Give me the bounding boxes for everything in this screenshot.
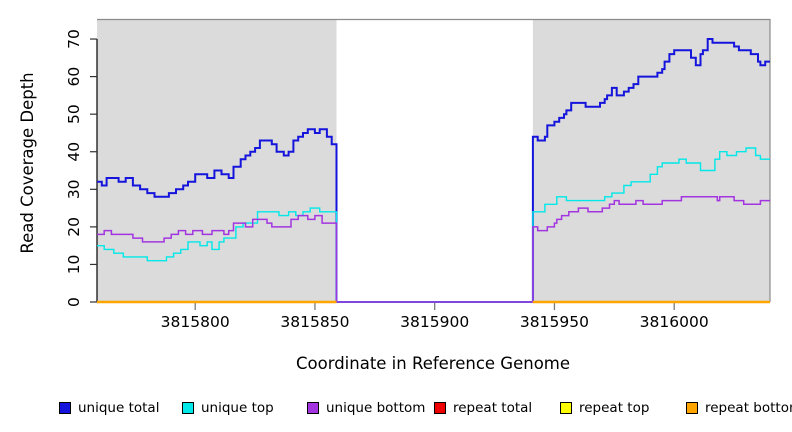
legend: unique total unique top unique bottom repea… xyxy=(0,400,792,420)
legend-label: repeat total xyxy=(453,400,533,416)
series-line-unique-bottom xyxy=(97,196,770,303)
legend-swatch-icon xyxy=(307,402,319,414)
legend-item-repeat-bottom: repeat bottom xyxy=(686,400,792,416)
x-tick-label: 3815800 xyxy=(161,313,230,331)
legend-item-repeat-total: repeat total xyxy=(434,400,532,416)
legend-swatch-icon xyxy=(560,402,572,414)
legend-item-repeat-top: repeat top xyxy=(560,400,649,416)
axes-ticks: 0 10 20 30 40 50 60 70 3815800 3815850 3815900 3815… xyxy=(65,29,709,331)
y-tick-label: 10 xyxy=(65,255,83,275)
legend-swatch-icon xyxy=(686,402,698,414)
shaded-region xyxy=(97,19,337,302)
legend-label: unique top xyxy=(201,400,274,416)
legend-item-unique-total: unique total xyxy=(59,400,159,416)
y-tick-label: 0 xyxy=(65,297,83,307)
legend-label: unique bottom xyxy=(326,400,426,416)
legend-swatch-icon xyxy=(434,402,446,414)
x-tick-label: 3815900 xyxy=(400,313,469,331)
legend-item-unique-top: unique top xyxy=(182,400,274,416)
x-axis-title: Coordinate in Reference Genome xyxy=(296,354,570,373)
series-line-unique-top xyxy=(97,147,770,303)
legend-label: repeat bottom xyxy=(705,400,792,416)
x-tick-label: 3815850 xyxy=(280,313,349,331)
shaded-region xyxy=(532,19,770,302)
plot-box-border xyxy=(97,18,771,302)
x-tick-label: 3815950 xyxy=(520,313,589,331)
y-tick-label: 20 xyxy=(65,217,83,237)
y-axis-title: Read Coverage Depth xyxy=(18,72,37,253)
legend-swatch-icon xyxy=(182,402,194,414)
y-tick-label: 50 xyxy=(65,104,83,124)
y-tick-label: 60 xyxy=(65,67,83,87)
coverage-series-lines xyxy=(97,38,770,304)
legend-label: unique total xyxy=(78,400,160,416)
y-tick-label: 70 xyxy=(65,29,83,49)
coverage-chart: 0 10 20 30 40 50 60 70 3815800 3815850 3815900 3815… xyxy=(18,18,771,373)
shaded-coverage-regions xyxy=(97,19,770,302)
legend-label: repeat top xyxy=(579,400,650,416)
x-tick-label: 3816000 xyxy=(640,313,709,331)
legend-swatch-icon xyxy=(59,402,71,414)
legend-item-unique-bottom: unique bottom xyxy=(307,400,425,416)
y-tick-label: 30 xyxy=(65,179,83,199)
y-tick-label: 40 xyxy=(65,142,83,162)
